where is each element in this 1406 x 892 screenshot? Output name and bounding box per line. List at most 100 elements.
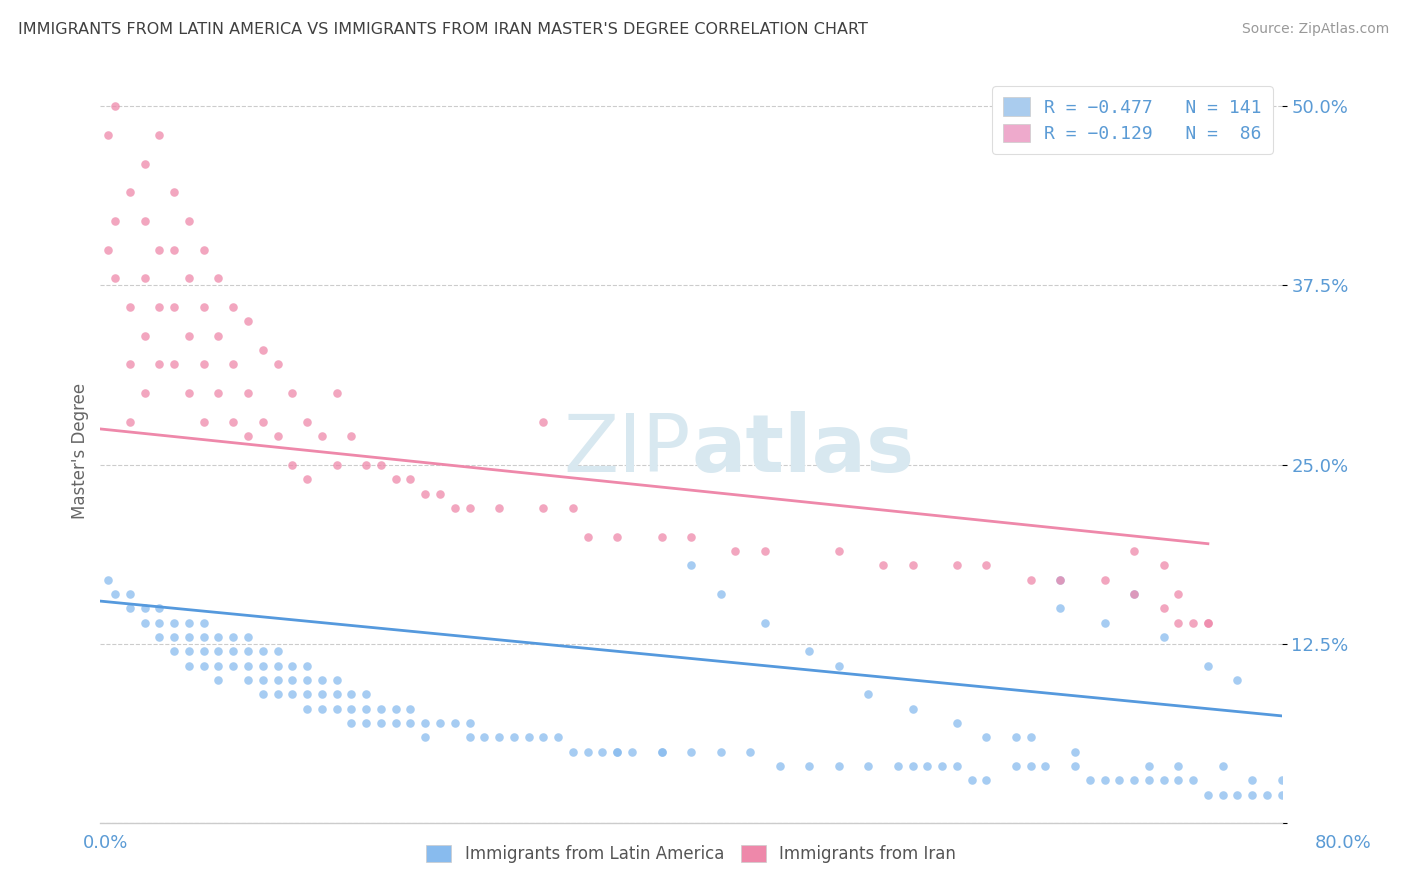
Point (399, 716, 422, 731)
Point (1094, 615, 1116, 630)
Point (1064, 745, 1087, 759)
Point (1212, 788, 1234, 802)
Point (1226, 673, 1249, 687)
Point (207, 386, 229, 401)
Point (134, 271, 156, 285)
Point (650, 745, 672, 759)
Point (901, 558, 924, 573)
Point (1123, 773, 1146, 788)
Point (97, 128, 120, 142)
Point (134, 214, 156, 228)
Point (887, 759, 910, 773)
Point (295, 658, 318, 673)
Point (177, 644, 200, 658)
Point (236, 644, 259, 658)
Point (222, 658, 245, 673)
Point (354, 458, 377, 472)
Point (193, 415, 215, 429)
Point (1035, 759, 1057, 773)
Point (531, 500, 554, 515)
Text: ZIP: ZIP (564, 411, 690, 490)
Point (134, 601, 156, 615)
Point (561, 500, 583, 515)
Point (177, 386, 200, 401)
Point (606, 745, 628, 759)
Point (177, 328, 200, 343)
Point (1153, 630, 1175, 644)
Point (104, 587, 127, 601)
Point (118, 185, 141, 199)
Point (236, 386, 259, 401)
Point (606, 530, 628, 544)
Point (1153, 601, 1175, 615)
Point (413, 486, 436, 500)
Point (266, 644, 288, 658)
Point (591, 745, 613, 759)
Point (311, 673, 333, 687)
Point (547, 731, 569, 745)
Point (799, 644, 821, 658)
Point (858, 687, 880, 701)
Point (118, 357, 141, 371)
Point (281, 458, 304, 472)
Point (946, 716, 969, 731)
Point (413, 731, 436, 745)
Point (413, 716, 436, 731)
Point (252, 415, 274, 429)
Point (163, 357, 186, 371)
Point (679, 530, 702, 544)
Point (97, 243, 120, 257)
Text: 80.0%: 80.0% (1315, 834, 1371, 852)
Point (354, 716, 377, 731)
Point (252, 658, 274, 673)
Point (252, 343, 274, 357)
Point (148, 615, 170, 630)
Point (502, 731, 524, 745)
Point (606, 745, 628, 759)
Point (740, 745, 762, 759)
Point (325, 386, 347, 401)
Point (266, 357, 288, 371)
Point (104, 99, 127, 113)
Point (97, 573, 120, 587)
Point (1049, 573, 1071, 587)
Point (222, 300, 245, 314)
Point (104, 214, 127, 228)
Point (1094, 773, 1116, 788)
Point (384, 716, 406, 731)
Point (384, 472, 406, 486)
Point (340, 716, 363, 731)
Point (177, 658, 200, 673)
Point (858, 759, 880, 773)
Point (193, 300, 215, 314)
Legend: R = −0.477   N = 141, R = −0.129   N =  86: R = −0.477 N = 141, R = −0.129 N = 86 (993, 87, 1272, 154)
Point (1153, 558, 1175, 573)
Point (650, 745, 672, 759)
Point (340, 702, 363, 716)
Point (576, 530, 599, 544)
Point (222, 630, 245, 644)
Point (1049, 601, 1071, 615)
Point (148, 357, 170, 371)
Point (340, 429, 363, 443)
Point (488, 500, 510, 515)
Point (148, 601, 170, 615)
Point (1123, 544, 1146, 558)
Point (295, 687, 318, 701)
Point (148, 128, 170, 142)
Point (134, 615, 156, 630)
Point (177, 615, 200, 630)
Point (917, 759, 939, 773)
Point (207, 644, 229, 658)
Point (1137, 759, 1160, 773)
Point (236, 658, 259, 673)
Point (222, 415, 245, 429)
Point (901, 759, 924, 773)
Point (252, 673, 274, 687)
Point (193, 630, 215, 644)
Point (134, 386, 156, 401)
Point (472, 731, 495, 745)
Point (295, 702, 318, 716)
Point (236, 429, 259, 443)
Point (1241, 773, 1264, 788)
